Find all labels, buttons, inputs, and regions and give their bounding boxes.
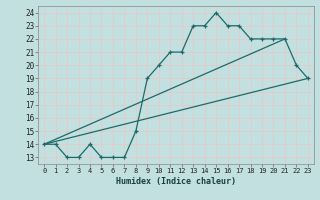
- X-axis label: Humidex (Indice chaleur): Humidex (Indice chaleur): [116, 177, 236, 186]
